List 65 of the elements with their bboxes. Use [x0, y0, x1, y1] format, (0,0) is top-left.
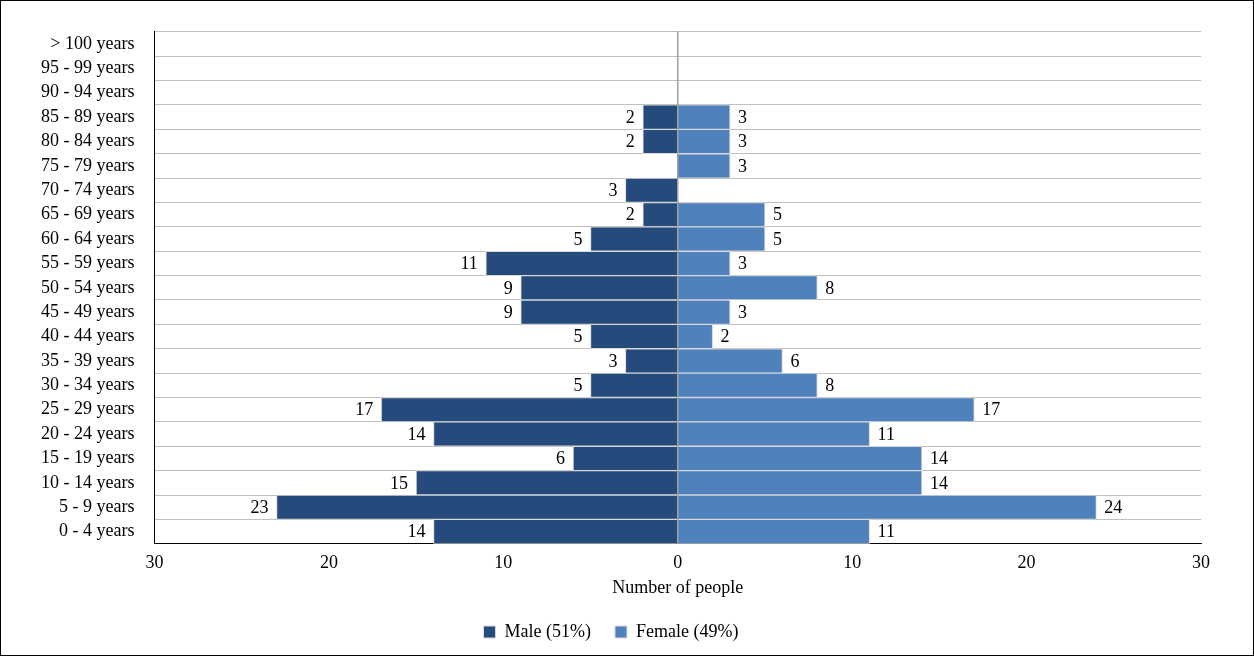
data-label: 3: [738, 131, 748, 152]
data-label: 3: [738, 253, 748, 274]
y-tick-label: 90 - 94 years: [40, 81, 135, 102]
y-tick-label: > 100 years: [50, 32, 135, 53]
x-axis-title: Number of people: [612, 576, 744, 597]
data-label: 14: [929, 448, 948, 469]
y-tick-label: 60 - 64 years: [40, 227, 135, 248]
data-label: 2: [720, 326, 730, 347]
data-label: 2: [625, 204, 635, 225]
data-label: 8: [825, 277, 835, 298]
data-label: 3: [738, 155, 748, 176]
y-tick-label: 80 - 84 years: [40, 130, 135, 151]
x-tick-label: 10: [843, 552, 862, 573]
y-tick-label: 25 - 29 years: [40, 398, 135, 419]
data-label: 3: [738, 106, 748, 127]
data-label: 3: [608, 350, 618, 371]
data-label: 6: [790, 350, 800, 371]
data-label: 6: [556, 448, 566, 469]
y-tick-label: 85 - 89 years: [40, 105, 135, 126]
data-label: 5: [772, 204, 782, 225]
y-tick-label: 15 - 19 years: [40, 447, 135, 468]
data-label: 23: [250, 496, 269, 517]
data-label: 3: [738, 301, 748, 322]
legend-label: Male (51%): [504, 620, 592, 642]
y-tick-label: 40 - 44 years: [40, 325, 135, 346]
data-label: 5: [573, 228, 583, 249]
y-tick-label: 10 - 14 years: [40, 471, 135, 492]
legend-label: Female (49%): [636, 620, 739, 642]
data-label: 11: [460, 253, 478, 274]
data-label: 5: [772, 228, 782, 249]
y-tick-label: 45 - 49 years: [40, 300, 135, 321]
x-tick-label: 10: [494, 552, 513, 573]
data-label: 14: [407, 423, 426, 444]
y-tick-label: 95 - 99 years: [40, 57, 135, 78]
y-tick-label: 5 - 9 years: [58, 495, 135, 516]
data-label: 9: [503, 301, 513, 322]
y-tick-label: 70 - 74 years: [40, 179, 135, 200]
data-label: 9: [503, 277, 513, 298]
y-tick-label: 20 - 24 years: [40, 422, 135, 443]
data-label: 2: [625, 106, 635, 127]
y-tick-label: 0 - 4 years: [58, 520, 135, 541]
data-label: 5: [573, 326, 583, 347]
x-tick-label: 30: [145, 552, 164, 573]
data-label: 11: [877, 521, 895, 542]
y-tick-label: 75 - 79 years: [40, 154, 135, 175]
data-label: 15: [390, 472, 409, 493]
data-label: 14: [929, 472, 948, 493]
data-label: 17: [982, 399, 1001, 420]
data-label: 14: [407, 521, 426, 542]
y-tick-label: 55 - 59 years: [40, 252, 135, 273]
data-label: 8: [825, 375, 835, 396]
y-tick-label: 50 - 54 years: [40, 276, 135, 297]
data-label: 2: [625, 131, 635, 152]
x-tick-label: 30: [1192, 552, 1210, 573]
data-label: 3: [608, 180, 618, 201]
data-label: 24: [1104, 496, 1123, 517]
data-label: 11: [877, 423, 895, 444]
x-tick-label: 20: [319, 552, 338, 573]
y-tick-label: 35 - 39 years: [40, 349, 135, 370]
y-tick-label: 65 - 69 years: [40, 203, 135, 224]
x-tick-label: 0: [673, 552, 683, 573]
x-tick-label: 20: [1017, 552, 1036, 573]
data-label: 5: [573, 375, 583, 396]
y-tick-label: 30 - 34 years: [40, 374, 135, 395]
data-label: 17: [355, 399, 374, 420]
